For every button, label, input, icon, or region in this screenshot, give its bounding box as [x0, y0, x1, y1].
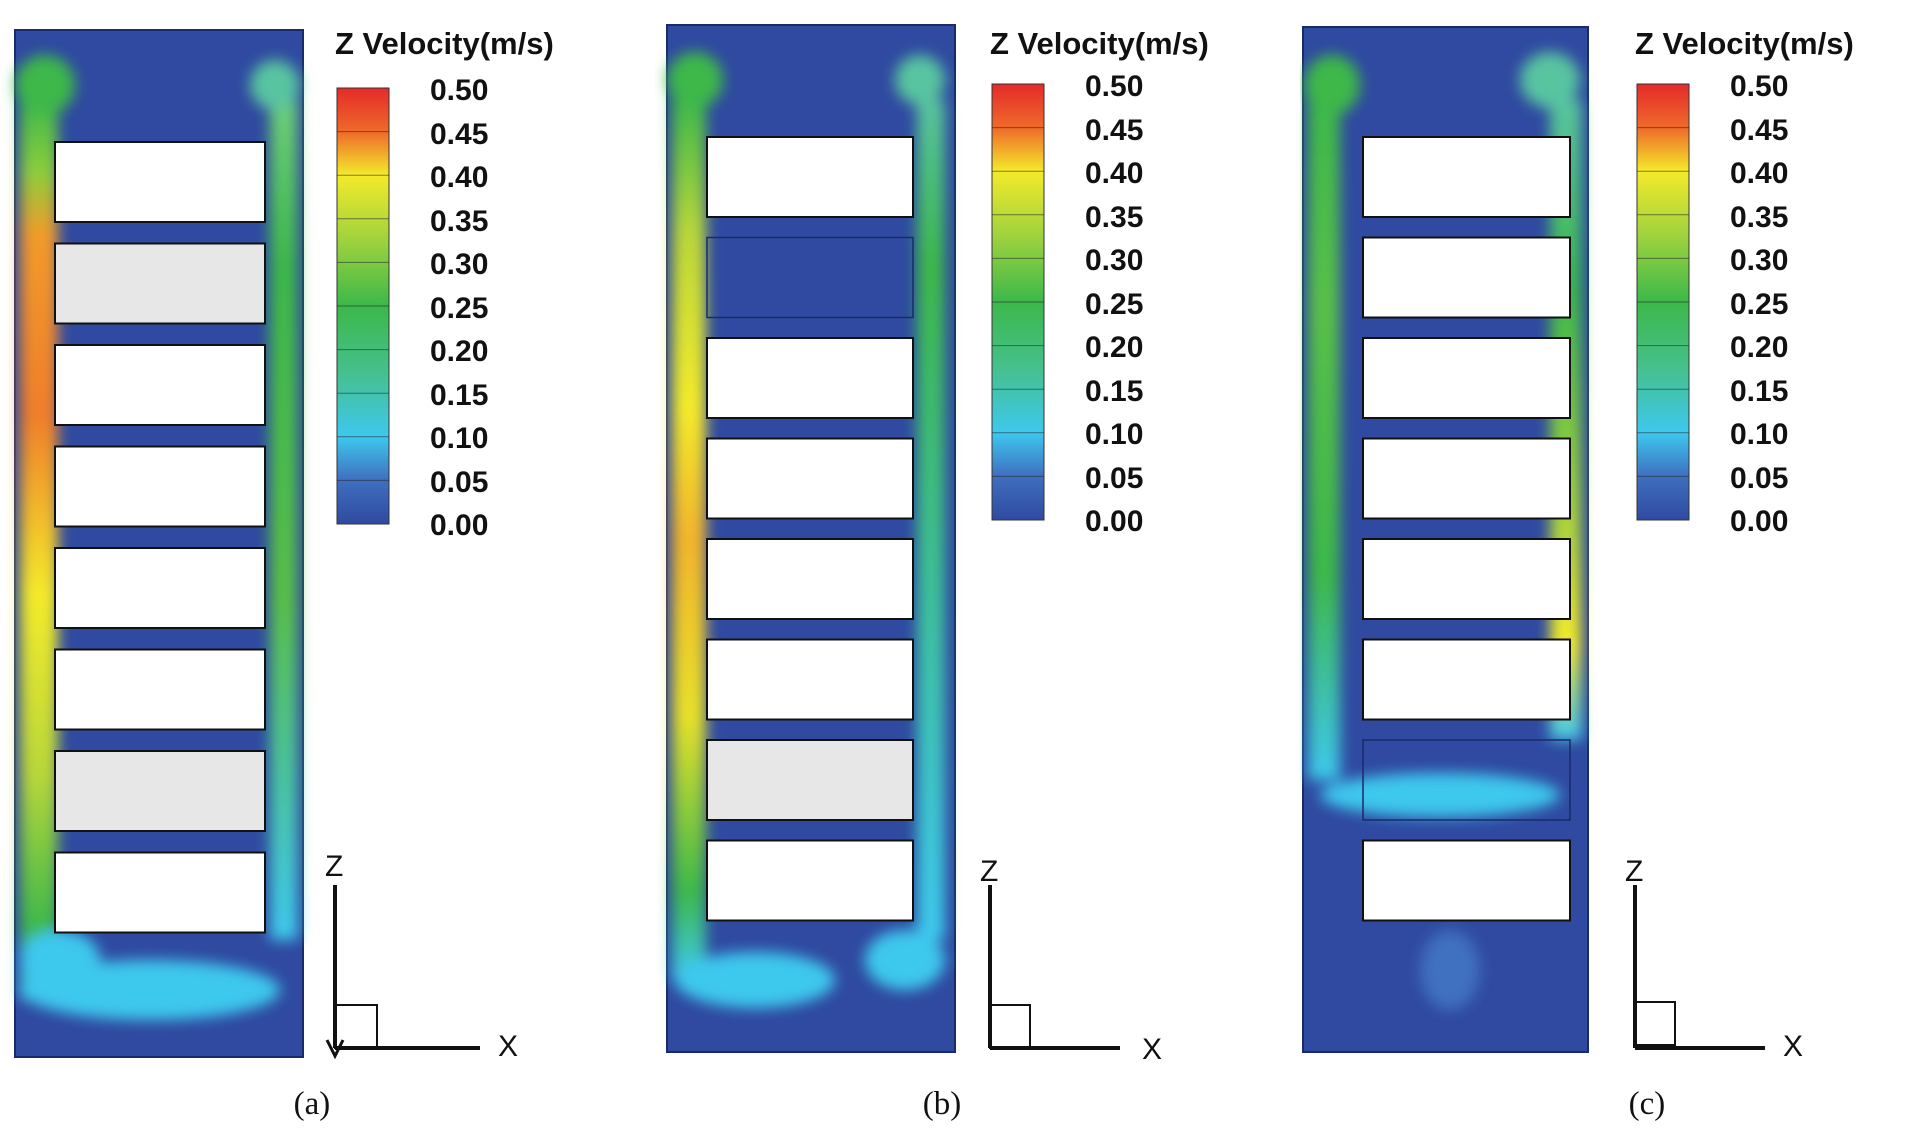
- panel-c: Z Velocity(m/s) 0.50 0.45 0.40 0.35 0.30 0.25…: [1300, 0, 1905, 1133]
- legend-tick-label: 0.00: [430, 509, 489, 542]
- legend-tick-label: 0.05: [430, 465, 489, 499]
- z-axis-label: Z: [1625, 855, 1644, 888]
- legend-title: Z Velocity(m/s): [990, 26, 1209, 61]
- panel-b: Z Velocity(m/s) 0.50 0.45 0.40 0.35 0.30 0.25…: [655, 0, 1290, 1133]
- module-block-open: [1362, 337, 1571, 419]
- x-axis-label: X: [498, 1030, 519, 1063]
- legend-tick-label: 0.20: [430, 335, 489, 368]
- block-group: [706, 136, 914, 922]
- block-group: [54, 141, 266, 934]
- legend-tick-label: 0.25: [1730, 287, 1789, 321]
- legend-tick-label: 0.05: [1730, 461, 1789, 495]
- module-block-blocked: [706, 236, 914, 319]
- module-block-open: [1362, 437, 1571, 520]
- module-block-open: [706, 136, 914, 218]
- module-block-open: [1362, 638, 1571, 721]
- legend-tick-label: 0.10: [1730, 418, 1789, 451]
- module-block-open: [706, 337, 914, 419]
- legend-tick-label: 0.40: [1085, 157, 1144, 190]
- block-group: [1362, 136, 1571, 922]
- legend-title: Z Velocity(m/s): [335, 26, 554, 61]
- legend-tick-label: 0.10: [1085, 418, 1144, 451]
- legend-tick-label: 0.15: [1085, 374, 1144, 408]
- module-block-open: [54, 445, 266, 528]
- legend-tick-label: 0.30: [1730, 244, 1789, 277]
- legend-tick-label: 0.50: [430, 74, 489, 107]
- module-block-open: [1362, 538, 1571, 620]
- legend-tick-label: 0.15: [1730, 374, 1789, 408]
- caption-b: (b): [922, 1086, 962, 1122]
- legend-tick-label: 0.30: [430, 248, 489, 281]
- legend-tick-label: 0.10: [430, 422, 489, 455]
- legend-tick-label: 0.50: [1730, 70, 1789, 103]
- module-block-open: [706, 839, 914, 922]
- module-block-open: [1362, 136, 1571, 218]
- module-block-open: [54, 141, 266, 223]
- legend-tick-label: 0.20: [1730, 331, 1789, 364]
- flow-field: [15, 55, 300, 1020]
- module-block-open: [54, 344, 266, 426]
- z-axis-label: Z: [980, 855, 999, 888]
- module-block-inactive: [54, 750, 266, 832]
- module-block-open: [1362, 236, 1571, 319]
- legend-tick-label: 0.20: [1085, 331, 1144, 364]
- flow-field: [1304, 52, 1582, 1010]
- panel-a: Z Velocity(m/s) 0.50 0.45 0.40 0.35 0.30 0.25…: [0, 0, 635, 1133]
- x-axis-label: X: [1142, 1033, 1163, 1066]
- y-axis-marker: [325, 1039, 345, 1060]
- colorbar: [336, 87, 390, 525]
- legend-tick-label: 0.00: [1085, 505, 1144, 538]
- flow-field: [667, 52, 945, 1008]
- z-axis-label: Z: [325, 850, 344, 883]
- legend-tick-label: 0.45: [1085, 113, 1144, 147]
- legend-tick-label: 0.00: [1730, 505, 1789, 538]
- axis-triad: [325, 885, 480, 1060]
- axis-triad: [988, 885, 1120, 1050]
- legend-tick-label: 0.45: [430, 117, 489, 151]
- module-block-inactive: [706, 739, 914, 821]
- legend-tick-label: 0.35: [1730, 200, 1789, 234]
- legend-title: Z Velocity(m/s): [1635, 26, 1854, 61]
- legend-tick-label: 0.25: [430, 291, 489, 325]
- axis-triad: [1633, 885, 1765, 1050]
- axis-origin-box: [989, 1004, 1031, 1049]
- legend-tick-label: 0.30: [1085, 244, 1144, 277]
- module-block-open: [54, 851, 266, 934]
- caption-a: (a): [293, 1086, 331, 1122]
- colorbar: [991, 83, 1045, 521]
- legend-tick-label: 0.50: [1085, 70, 1144, 103]
- module-block-inactive: [54, 242, 266, 325]
- module-block-open: [706, 638, 914, 721]
- legend-tick-label: 0.40: [1730, 157, 1789, 190]
- module-block-open: [1362, 839, 1571, 922]
- module-block-open: [54, 547, 266, 629]
- legend-tick-label: 0.05: [1085, 461, 1144, 495]
- legend-tick-label: 0.25: [1085, 287, 1144, 321]
- module-block-open: [706, 437, 914, 520]
- module-block-open: [54, 648, 266, 731]
- legend-tick-label: 0.35: [1085, 200, 1144, 234]
- legend-tick-label: 0.45: [1730, 113, 1789, 147]
- legend-tick-label: 0.40: [430, 161, 489, 194]
- colorbar: [1636, 83, 1690, 521]
- contour-plot-b: [666, 24, 956, 1053]
- contour-plot-a: [14, 29, 304, 1058]
- axis-origin-box: [334, 1004, 378, 1049]
- axis-origin-box: [1634, 1001, 1676, 1046]
- module-block-open: [706, 538, 914, 620]
- module-block-blocked: [1362, 739, 1571, 821]
- caption-c: (c): [1628, 1086, 1666, 1122]
- contour-plot-c: [1302, 26, 1589, 1053]
- x-axis-label: X: [1783, 1030, 1804, 1063]
- legend-tick-label: 0.35: [430, 204, 489, 238]
- legend-tick-label: 0.15: [430, 378, 489, 412]
